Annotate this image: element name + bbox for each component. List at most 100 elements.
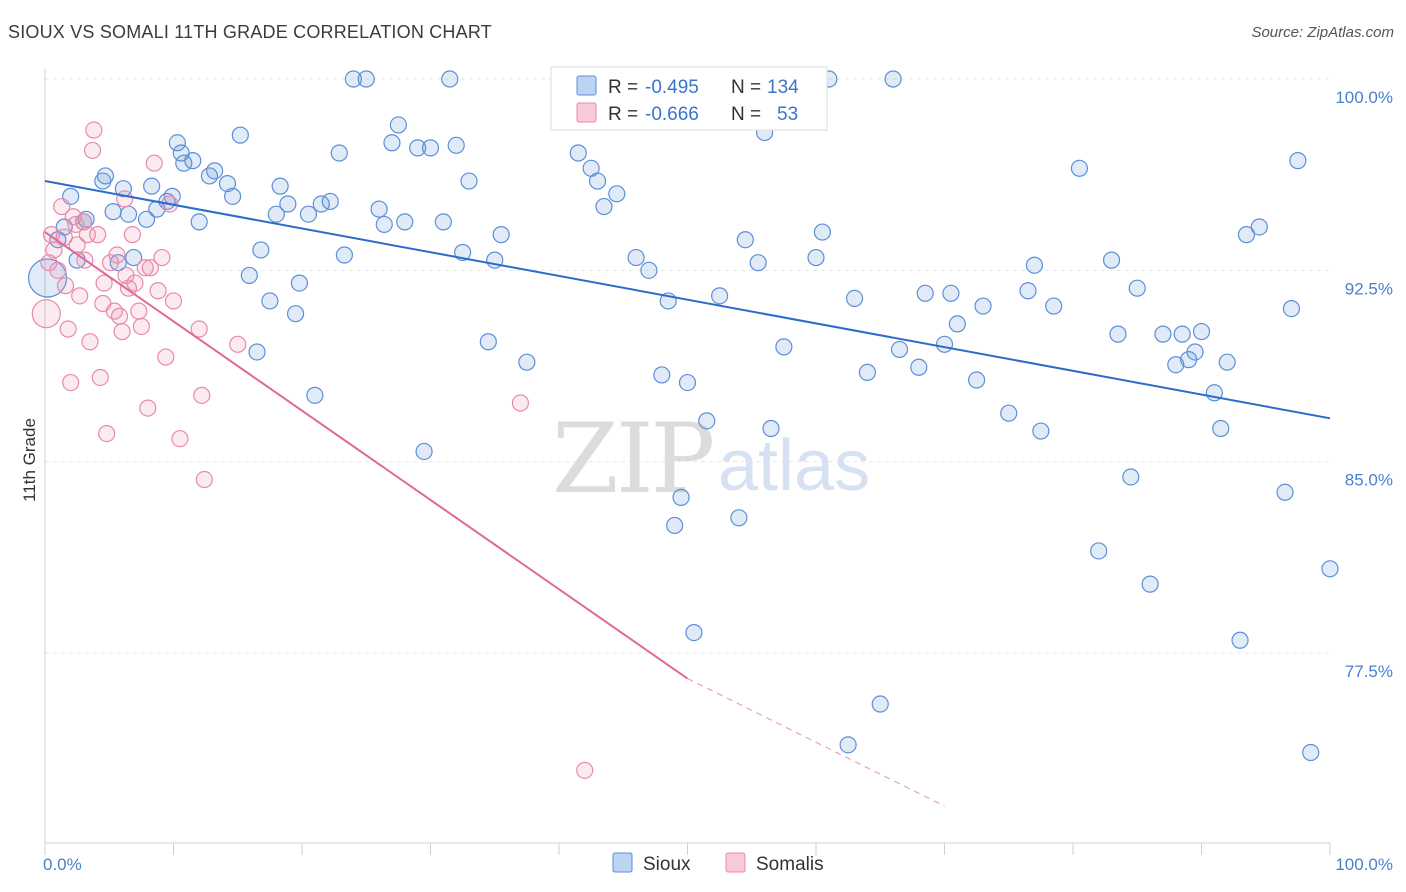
- sioux-point: [290, 274, 309, 292]
- sioux-point: [306, 386, 324, 404]
- sioux-point: [1019, 282, 1037, 300]
- sioux-point: [299, 205, 318, 223]
- sioux-point: [1109, 325, 1127, 343]
- sioux-point: [460, 172, 478, 190]
- sioux-point: [286, 305, 305, 323]
- sioux-point: [200, 167, 219, 185]
- somalis-trend-line: [44, 231, 689, 680]
- stats-legend: R = -0.495 N = 134 R = -0.666 N = 53: [550, 66, 828, 131]
- sioux-point: [1000, 404, 1018, 422]
- sioux-point: [749, 254, 767, 272]
- somalis-point: [56, 277, 75, 295]
- sioux-point: [968, 371, 986, 389]
- somalis-point: [511, 394, 530, 412]
- somalis-n-value: 53: [777, 104, 798, 125]
- sioux-point: [168, 134, 186, 152]
- somalis-point: [83, 141, 102, 160]
- sioux-point: [383, 134, 401, 152]
- sioux-point: [1212, 419, 1230, 438]
- sioux-n-value: 134: [767, 77, 799, 98]
- somalis-n-label: N =: [731, 104, 761, 125]
- sioux-point: [1289, 152, 1307, 170]
- sioux-series-label: Sioux: [643, 854, 691, 875]
- sioux-point: [1276, 483, 1294, 501]
- sioux-point: [884, 70, 902, 88]
- sioux-point: [184, 152, 202, 170]
- sioux-point: [595, 197, 613, 216]
- somalis-point: [136, 259, 154, 277]
- sioux-point: [447, 136, 465, 154]
- somalis-point: [53, 197, 71, 216]
- sioux-point: [267, 205, 285, 223]
- sioux-point: [137, 210, 156, 228]
- sioux-point: [1045, 297, 1063, 315]
- sioux-point: [1141, 575, 1159, 593]
- somalis-point: [110, 307, 129, 325]
- sioux-point: [974, 297, 992, 315]
- somalis-point: [576, 761, 594, 779]
- somalis-point: [195, 470, 213, 489]
- somalis-series-swatch: [725, 852, 746, 873]
- y-tick-label-2: 92.5%: [1345, 279, 1393, 298]
- sioux-point: [813, 223, 832, 241]
- series-legend: Sioux Somalis: [612, 852, 824, 875]
- sioux-point: [279, 195, 297, 213]
- somalis-point: [85, 121, 103, 139]
- sioux-point: [240, 266, 258, 285]
- somalis-point: [81, 333, 99, 351]
- somalis-trend-extension: [687, 677, 945, 807]
- somalis-points: [31, 121, 594, 779]
- somalis-point: [190, 320, 208, 338]
- sioux-point: [190, 213, 208, 231]
- x-tick-label-0: 0.0%: [43, 855, 82, 874]
- sioux-point: [1302, 743, 1320, 762]
- somalis-point: [132, 317, 150, 336]
- somalis-point: [157, 348, 175, 366]
- sioux-point: [1122, 468, 1140, 486]
- sioux-point: [890, 340, 909, 359]
- somalis-point: [229, 335, 247, 353]
- sioux-point: [1090, 542, 1108, 560]
- sioux-point: [775, 338, 793, 356]
- sioux-point: [389, 116, 407, 134]
- somalis-point: [71, 287, 89, 305]
- sioux-point: [231, 126, 249, 144]
- axes: [44, 69, 1331, 855]
- sioux-point: [685, 623, 703, 642]
- y-tick-label-0: 77.5%: [1345, 662, 1393, 681]
- somalis-point: [113, 322, 131, 341]
- sioux-point: [711, 287, 729, 305]
- somalis-point: [130, 302, 148, 320]
- sioux-point: [916, 284, 934, 302]
- source-label: Source: ZipAtlas.com: [1251, 24, 1394, 41]
- sioux-point: [839, 736, 857, 754]
- sioux-point: [736, 231, 754, 249]
- sioux-point: [143, 177, 161, 195]
- sioux-point: [1032, 422, 1050, 440]
- sioux-points: [27, 70, 1339, 762]
- sioux-point: [518, 353, 536, 371]
- sioux-point: [871, 695, 889, 713]
- sioux-point: [344, 70, 362, 88]
- sioux-point: [96, 167, 114, 185]
- sioux-point: [1321, 560, 1339, 578]
- sioux-point: [1237, 226, 1256, 244]
- sioux-point: [409, 139, 427, 157]
- sioux-point: [807, 248, 825, 267]
- trend-lines: [44, 180, 1331, 807]
- sioux-point: [1128, 279, 1146, 297]
- somalis-point: [74, 213, 93, 231]
- sioux-point: [224, 187, 242, 205]
- somalis-point: [139, 399, 157, 417]
- sioux-point: [1025, 256, 1044, 274]
- somalis-legend-swatch: [576, 102, 597, 123]
- tick-labels: 77.5% 85.0% 92.5% 100.0% 0.0% 100.0%: [43, 88, 1393, 874]
- sioux-point: [910, 358, 928, 376]
- somalis-point: [171, 430, 189, 448]
- sioux-r-label: R =: [608, 77, 638, 98]
- sioux-point: [375, 215, 393, 234]
- somalis-r-value: -0.666: [645, 104, 699, 125]
- sioux-point: [588, 172, 607, 190]
- somalis-point: [31, 299, 61, 329]
